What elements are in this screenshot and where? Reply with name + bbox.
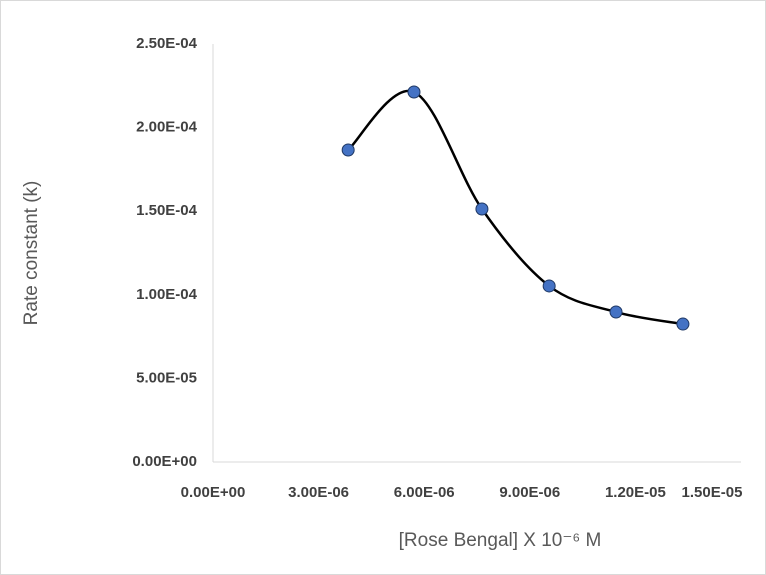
point <box>609 305 623 319</box>
point <box>542 279 556 293</box>
x-tick-label: 0.00E+00 <box>181 484 246 501</box>
y-tick-label: 5.00E-05 <box>136 369 197 386</box>
x-tick-label: 1.50E-05 <box>682 484 743 501</box>
point <box>341 143 355 157</box>
y-tick-label: 2.50E-04 <box>136 35 198 52</box>
y-tick-label: 0.00E+00 <box>132 453 197 470</box>
x-tick-label: 1.20E-05 <box>605 484 666 501</box>
x-tick-label: 3.00E-06 <box>288 484 349 501</box>
y-tick-label: 1.00E-04 <box>136 286 198 303</box>
x-tick-label: 6.00E-06 <box>394 484 455 501</box>
x-axis-title: [Rose Bengal] X 10⁻⁶ M <box>399 530 602 551</box>
point <box>407 85 421 99</box>
point <box>475 202 489 216</box>
y-tick-label: 1.50E-04 <box>136 202 198 219</box>
x-tick-label: 9.00E-06 <box>499 484 560 501</box>
y-tick-label: 2.00E-04 <box>136 119 198 136</box>
y-axis-title: Rate constant (k) <box>21 181 42 326</box>
point <box>676 317 690 331</box>
